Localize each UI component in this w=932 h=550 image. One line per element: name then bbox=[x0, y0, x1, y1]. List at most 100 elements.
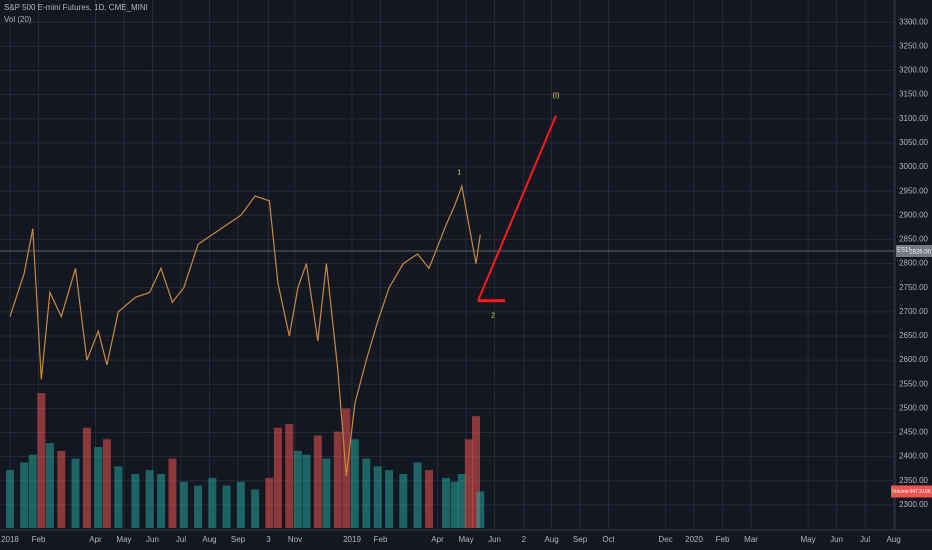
volume-bar bbox=[208, 477, 217, 528]
volume-bar bbox=[273, 427, 282, 528]
volume-bar bbox=[236, 481, 245, 528]
x-tick-label: 3 bbox=[266, 535, 271, 544]
x-tick-label: Mar bbox=[744, 535, 758, 544]
x-tick-label: Jul bbox=[176, 535, 186, 544]
volume-bar bbox=[114, 466, 123, 528]
last-price-badge bbox=[896, 245, 932, 258]
y-tick-label: 2750.00 bbox=[899, 283, 928, 292]
volume-bar bbox=[302, 454, 311, 528]
x-tick-label: Feb bbox=[374, 535, 388, 544]
volume-bar bbox=[413, 462, 422, 528]
wave-label: 2 bbox=[491, 313, 495, 320]
y-tick-label: 3000.00 bbox=[899, 162, 928, 171]
volume-bar bbox=[251, 489, 260, 528]
y-tick-label: 2500.00 bbox=[899, 403, 928, 412]
y-tick-label: 2850.00 bbox=[899, 235, 928, 244]
volume-bar bbox=[476, 491, 485, 528]
y-tick-label: 2450.00 bbox=[899, 428, 928, 437]
x-tick-label: 2019 bbox=[343, 535, 361, 544]
y-tick-label: 2900.00 bbox=[899, 210, 928, 219]
volume-bar bbox=[102, 439, 111, 528]
y-tick-label: 3150.00 bbox=[899, 90, 928, 99]
x-tick-label: Jun bbox=[146, 535, 159, 544]
y-tick-label: 2350.00 bbox=[899, 476, 928, 485]
volume-bar bbox=[222, 485, 231, 528]
volume-bar bbox=[342, 408, 351, 528]
volume-bar bbox=[333, 431, 342, 528]
x-tick-label: Apr bbox=[431, 535, 444, 544]
volume-bar bbox=[285, 423, 294, 528]
volume-bar bbox=[265, 477, 274, 528]
x-tick-label: Feb bbox=[716, 535, 730, 544]
y-tick-label: 2800.00 bbox=[899, 259, 928, 268]
volume-bar bbox=[442, 477, 451, 528]
y-tick-label: 2300.00 bbox=[899, 500, 928, 509]
volume-bar bbox=[373, 466, 382, 528]
volume-bar bbox=[71, 458, 80, 528]
x-tick-label: Dec bbox=[658, 535, 672, 544]
volume-badge bbox=[891, 485, 932, 498]
wave-label: 1 bbox=[457, 170, 461, 177]
y-tick-label: 2400.00 bbox=[899, 452, 928, 461]
x-tick-label: 2018 bbox=[1, 535, 19, 544]
volume-bar bbox=[37, 393, 46, 528]
last-price-value: 2826.00 bbox=[909, 250, 931, 256]
volume-bar bbox=[385, 470, 394, 528]
x-tick-label: May bbox=[458, 535, 473, 544]
volume-bar bbox=[20, 462, 29, 528]
volume-bar bbox=[424, 470, 433, 528]
volume-bar bbox=[313, 435, 322, 528]
volume-bar bbox=[450, 481, 459, 528]
y-tick-label: 2650.00 bbox=[899, 331, 928, 340]
wave-label: (I) bbox=[553, 92, 560, 99]
volume-bar bbox=[45, 443, 54, 528]
volume-bar bbox=[464, 439, 473, 528]
volume-bar bbox=[362, 458, 371, 528]
volume-bar bbox=[399, 474, 408, 528]
volume-bar bbox=[145, 470, 154, 528]
plot bbox=[0, 114, 895, 528]
volume-bar bbox=[94, 447, 103, 528]
y-tick-label: 3300.00 bbox=[899, 17, 928, 26]
x-tick-label: Sep bbox=[231, 535, 246, 544]
y-tick-label: 3050.00 bbox=[899, 138, 928, 147]
x-tick-label: Aug bbox=[886, 535, 900, 544]
y-tick-label: 3200.00 bbox=[899, 66, 928, 75]
volume-bar bbox=[194, 485, 203, 528]
chart-title: S&P 500 E-mini Futures, 1D, CME_MINI bbox=[4, 3, 148, 12]
volume-badge-label: Volume bbox=[892, 489, 909, 495]
volume-bar bbox=[28, 454, 37, 528]
volume-bar bbox=[82, 427, 91, 528]
y-tick-label: 2700.00 bbox=[899, 307, 928, 316]
y-tick-label: 3250.00 bbox=[899, 41, 928, 50]
volume-bar bbox=[57, 450, 66, 528]
x-tick-label: May bbox=[116, 535, 131, 544]
volume-badge-value: 947.219K bbox=[910, 489, 932, 495]
volume-bar bbox=[131, 474, 140, 528]
x-tick-label: Nov bbox=[288, 535, 302, 544]
y-tick-label: 2600.00 bbox=[899, 355, 928, 364]
x-tick-label: Jun bbox=[488, 535, 501, 544]
x-tick-label: Jul bbox=[860, 535, 870, 544]
volume-bar bbox=[322, 458, 331, 528]
x-tick-label: Aug bbox=[544, 535, 558, 544]
x-tick-label: Sep bbox=[573, 535, 588, 544]
volume-bar bbox=[457, 474, 466, 528]
y-tick-label: 2550.00 bbox=[899, 379, 928, 388]
x-tick-label: 2020 bbox=[685, 535, 703, 544]
x-tick-label: Feb bbox=[32, 535, 46, 544]
x-tick-label: 2 bbox=[522, 535, 527, 544]
volume-bar bbox=[168, 458, 177, 528]
volume-bar bbox=[179, 481, 188, 528]
x-tick-label: Aug bbox=[202, 535, 216, 544]
x-tick-label: Jun bbox=[830, 535, 843, 544]
price-line bbox=[9, 184, 481, 476]
last-price-symbol: ES1! bbox=[897, 248, 910, 254]
x-tick-label: Oct bbox=[602, 535, 615, 544]
projection-line bbox=[477, 114, 558, 302]
y-tick-label: 2950.00 bbox=[899, 186, 928, 195]
volume-bar bbox=[350, 439, 359, 528]
y-tick-label: 3100.00 bbox=[899, 114, 928, 123]
